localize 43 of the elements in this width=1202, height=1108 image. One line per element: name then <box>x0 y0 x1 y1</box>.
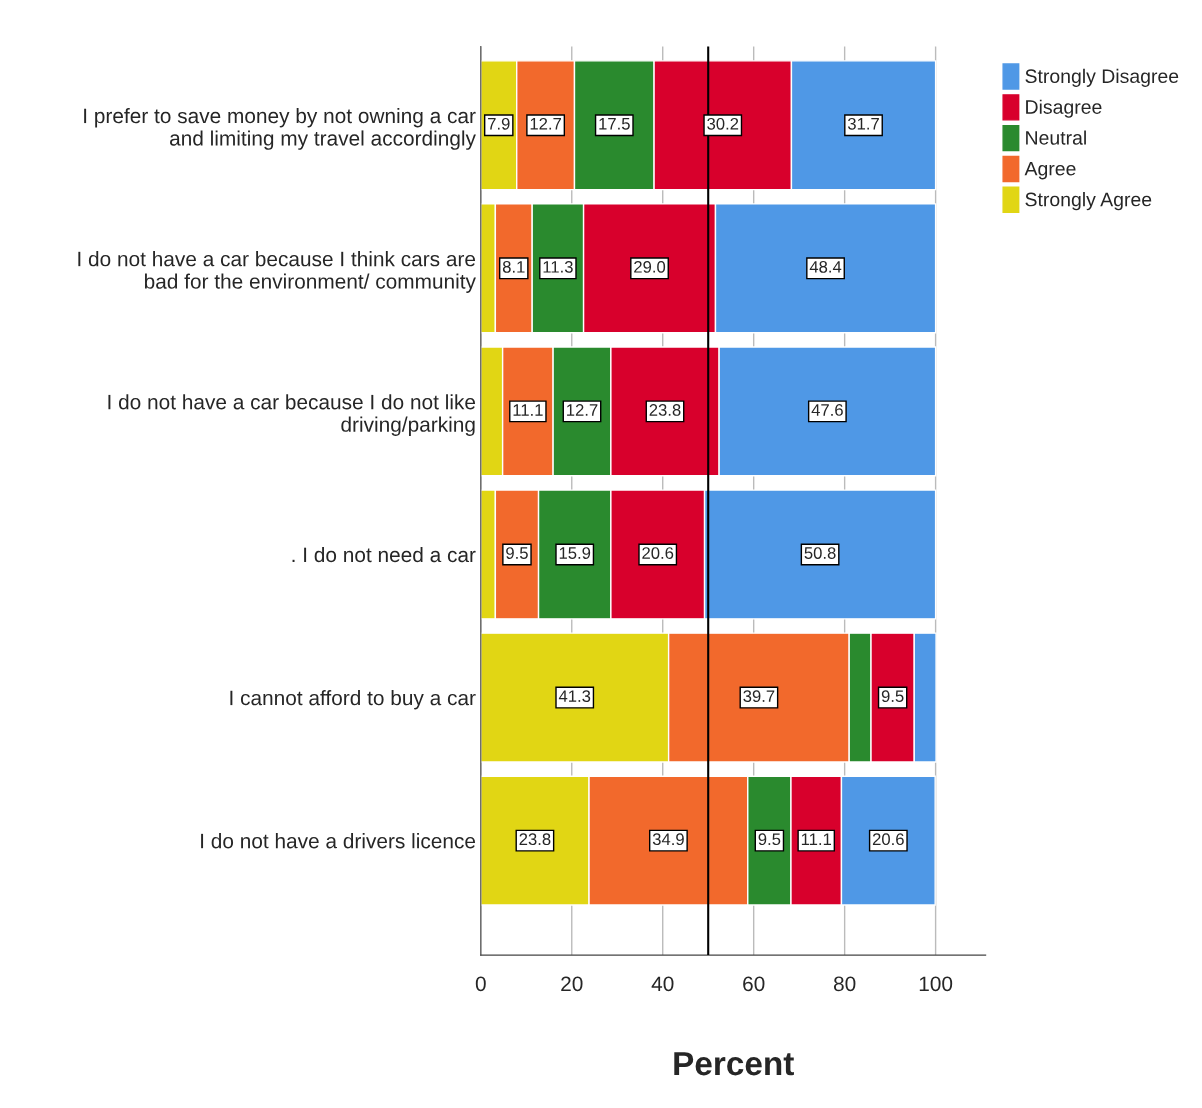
y-tick-label: I do not have a car because I do not like driving/parking <box>108 394 476 436</box>
legend-label: Strongly Agree <box>1025 192 1152 211</box>
x-tick-label: 100 <box>919 976 953 992</box>
legend-label: Disagree <box>1026 99 1102 118</box>
data-label: 12.7 <box>530 117 561 130</box>
data-label: 23.8 <box>649 404 681 416</box>
data-label: 9.5 <box>758 833 781 846</box>
data-label: 11.1 <box>513 404 543 416</box>
data-label: 15.9 <box>559 547 591 559</box>
data-label: 41.3 <box>558 690 591 703</box>
x-axis-title: Percent <box>674 1052 794 1076</box>
data-label: 23.8 <box>519 833 551 846</box>
data-label: 31.7 <box>847 117 879 130</box>
data-label: 9.5 <box>506 547 528 559</box>
data-label: 11.1 <box>801 833 832 845</box>
legend-label: Neutral <box>1026 130 1086 145</box>
y-tick-label: I do not have a drivers licence <box>201 833 476 849</box>
data-label: 50.8 <box>804 547 836 559</box>
data-label: 20.6 <box>642 547 674 559</box>
data-label: 48.4 <box>809 260 842 273</box>
data-label: 17.5 <box>599 118 630 130</box>
data-label: 39.7 <box>743 690 775 703</box>
y-tick-label: I do not have a car because I think cars are bad for the environment/ community <box>78 251 476 293</box>
data-label: 11.3 <box>543 260 573 273</box>
x-tick-label: 20 <box>561 976 583 992</box>
x-tick-label: 0 <box>475 976 486 992</box>
data-label: 20.6 <box>872 833 904 846</box>
data-label: 47.6 <box>811 404 843 416</box>
y-tick-label: I prefer to save money by not owning a car and limiting my travel accordingly <box>84 107 476 150</box>
y-tick-label: I cannot afford to buy a car <box>230 690 476 710</box>
data-label: 29.0 <box>634 260 666 273</box>
x-tick-label: 80 <box>833 976 856 992</box>
legend-label: Strongly Disagree <box>1025 68 1179 87</box>
data-label: 30.2 <box>707 117 739 130</box>
data-label: 12.7 <box>567 404 598 416</box>
data-label: 7.9 <box>488 117 510 130</box>
data-label: 9.5 <box>881 690 904 703</box>
data-label: 34.9 <box>652 833 684 846</box>
data-label: 8.1 <box>502 260 525 273</box>
x-tick-label: 40 <box>651 976 674 992</box>
legend-label: Agree <box>1024 161 1076 180</box>
y-tick-label: . I do not need a car <box>292 546 476 563</box>
x-tick-label: 60 <box>743 976 765 992</box>
